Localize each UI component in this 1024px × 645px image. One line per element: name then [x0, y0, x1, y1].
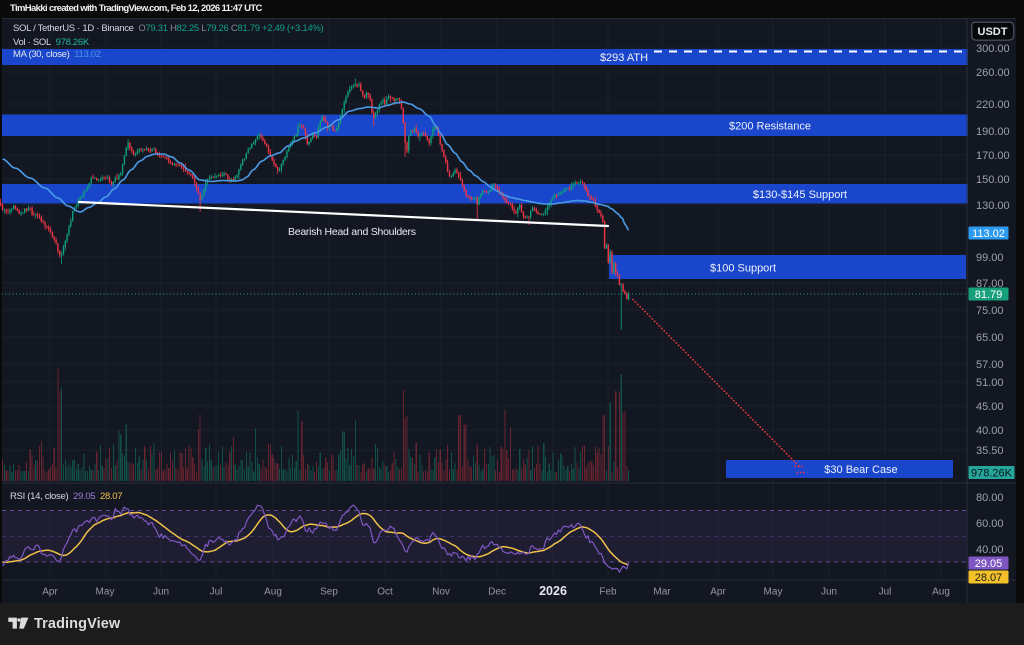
svg-text:Jul: Jul: [210, 587, 223, 598]
svg-text:87.00: 87.00: [976, 278, 1004, 290]
svg-text:51.00: 51.00: [976, 377, 1004, 389]
svg-text:Dec: Dec: [488, 587, 506, 598]
svg-text:35.50: 35.50: [976, 445, 1004, 457]
svg-text:190.00: 190.00: [976, 126, 1010, 138]
svg-text:130.00: 130.00: [976, 200, 1010, 212]
svg-text:$130-$145 Support: $130-$145 Support: [753, 189, 847, 201]
svg-text:Jun: Jun: [821, 587, 837, 598]
svg-text:$293 ATH: $293 ATH: [600, 52, 648, 64]
svg-text:May: May: [764, 587, 783, 598]
svg-text:300.00: 300.00: [976, 43, 1010, 55]
svg-text:Feb: Feb: [599, 587, 617, 598]
svg-text:2026: 2026: [539, 584, 567, 598]
svg-text:$200 Resistance: $200 Resistance: [729, 121, 811, 133]
svg-text:Mar: Mar: [653, 587, 671, 598]
svg-text:May: May: [96, 587, 115, 598]
svg-text:170.00: 170.00: [976, 150, 1010, 162]
svg-text:57.00: 57.00: [976, 359, 1004, 371]
svg-text:$30 Bear Case: $30 Bear Case: [824, 464, 897, 476]
svg-text:65.00: 65.00: [976, 332, 1004, 344]
svg-text:Aug: Aug: [932, 587, 950, 598]
svg-text:29.05: 29.05: [975, 558, 1003, 570]
svg-text:80.00: 80.00: [976, 492, 1004, 504]
svg-text:USDT: USDT: [978, 26, 1008, 38]
svg-text:Sep: Sep: [320, 587, 338, 598]
svg-text:978.26K: 978.26K: [971, 467, 1013, 479]
svg-text:81.79: 81.79: [975, 289, 1003, 301]
svg-text:40.00: 40.00: [976, 425, 1004, 437]
svg-text:75.00: 75.00: [976, 305, 1004, 317]
svg-text:Aug: Aug: [264, 587, 282, 598]
svg-text:Apr: Apr: [42, 587, 58, 598]
svg-text:45.00: 45.00: [976, 401, 1004, 413]
svg-text:150.00: 150.00: [976, 174, 1010, 186]
svg-text:113.02: 113.02: [972, 228, 1005, 240]
svg-text:260.00: 260.00: [976, 67, 1010, 79]
svg-text:$100 Support: $100 Support: [710, 263, 776, 275]
svg-text:220.00: 220.00: [976, 99, 1010, 111]
svg-text:Apr: Apr: [710, 587, 726, 598]
svg-text:40.00: 40.00: [976, 544, 1004, 556]
svg-text:60.00: 60.00: [976, 518, 1004, 530]
svg-text:99.00: 99.00: [976, 252, 1004, 264]
svg-text:Nov: Nov: [432, 587, 450, 598]
svg-text:Oct: Oct: [377, 587, 393, 598]
svg-text:28.07: 28.07: [975, 572, 1003, 584]
svg-text:Jun: Jun: [153, 587, 169, 598]
svg-text:Jul: Jul: [879, 587, 892, 598]
